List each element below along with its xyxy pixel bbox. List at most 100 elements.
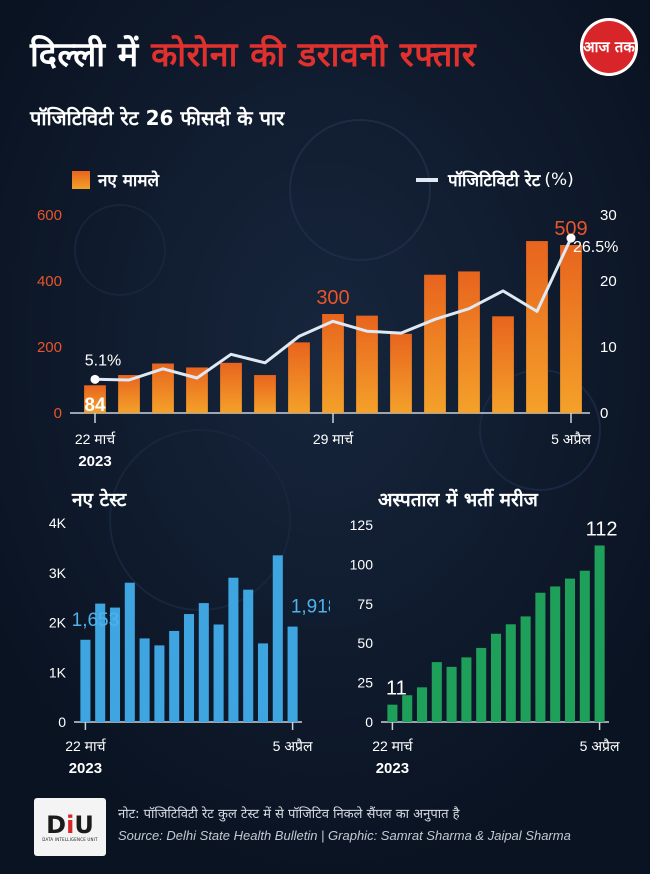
y-tick-label: 2K <box>49 615 67 631</box>
x-year-label: 2023 <box>69 760 102 777</box>
y-tick-label: 1K <box>49 664 67 680</box>
y-tick-label: 50 <box>357 635 373 651</box>
y-tick-label: 125 <box>350 517 374 533</box>
x-year-label: 2023 <box>78 453 111 470</box>
bar <box>95 603 106 722</box>
cases-bar <box>492 316 514 413</box>
cases-data-label: 509 <box>554 218 587 240</box>
x-tick-label: 5 अप्रैल <box>551 431 591 447</box>
bar <box>183 614 195 722</box>
y-right-tick-label: 20 <box>600 273 617 290</box>
diu-logo-tagline: DATA INTELLIGENCE UNIT <box>42 836 98 842</box>
y-tick-label: 4K <box>49 515 67 531</box>
legend-cases: नए मामले <box>72 168 159 191</box>
bar <box>520 616 531 722</box>
y-right-tick-label: 10 <box>600 339 617 356</box>
x-tick-label: 5 अप्रैल <box>580 738 620 754</box>
x-tick-label: 29 मार्च <box>313 431 354 447</box>
cases-data-label: 300 <box>316 287 349 309</box>
bar <box>579 570 590 722</box>
legend-positivity: पॉजिटिविटी रेट (%) <box>416 168 574 191</box>
legend-cases-swatch <box>72 170 90 189</box>
cases-bar <box>152 363 174 413</box>
bar-data-label: 1,653 <box>72 610 120 631</box>
cases-bar <box>118 375 140 413</box>
cases-bar <box>322 314 344 413</box>
y-right-tick-label: 30 <box>600 207 617 224</box>
cases-bar <box>458 271 480 413</box>
bar <box>476 647 487 722</box>
y-tick-label: 100 <box>350 556 374 572</box>
bar <box>228 577 239 722</box>
cases-bar <box>288 342 310 413</box>
y-tick-label: 25 <box>357 675 373 691</box>
legend-positivity-swatch <box>416 177 438 182</box>
bar <box>257 643 269 722</box>
y-left-tick-label: 0 <box>54 405 62 422</box>
cases-bar <box>560 245 582 413</box>
positivity-point <box>566 233 576 243</box>
y-tick-label: 0 <box>58 714 66 730</box>
bar <box>594 545 605 722</box>
x-year-label: 2023 <box>376 760 409 777</box>
bar <box>431 662 442 722</box>
bar <box>287 626 298 722</box>
page-title: दिल्ली में कोरोना की डरावनी रफ्तार <box>30 30 476 76</box>
bar <box>198 603 209 722</box>
bar <box>550 586 561 722</box>
y-right-tick-label: 0 <box>600 405 608 422</box>
bar <box>80 639 91 722</box>
bar-data-label: 11 <box>386 678 407 700</box>
bar <box>272 555 283 722</box>
cases-bar <box>390 333 412 413</box>
cases-bar <box>220 362 242 413</box>
bar <box>169 630 180 722</box>
bar <box>446 666 457 722</box>
positivity-data-label: 26.5% <box>573 239 618 256</box>
hospital-chart-title: अस्पताल में भर्ती मरीज <box>378 489 538 511</box>
bar <box>490 633 502 722</box>
bar <box>564 578 576 722</box>
diu-logo: DiU DATA INTELLIGENCE UNIT <box>34 798 106 856</box>
legend-cases-label: नए मामले <box>98 171 160 191</box>
tests-chart: 0 1K 2K 3K 4K 1,653 1,918 22 मार्च 5 अप्रैल 2023 <box>49 515 330 777</box>
hospital-chart: 0 25 50 75 100 125 11 112 22 मार्च 5 अप्रैल 2023 <box>350 517 620 777</box>
bar <box>154 645 165 722</box>
bar-data-label: 1,918 <box>291 597 330 618</box>
bar <box>461 657 472 722</box>
bar <box>213 624 224 722</box>
cases-bar <box>84 385 106 413</box>
x-tick-label: 5 अप्रैल <box>273 738 313 754</box>
bar <box>139 638 150 722</box>
y-tick-label: 75 <box>357 596 373 612</box>
y-left-tick-label: 400 <box>37 273 62 290</box>
title-part-2: कोरोना की डरावनी रफ्तार <box>151 35 477 75</box>
footer-source: Source: Delhi State Health Bulletin | Gr… <box>118 828 571 843</box>
cases-bar <box>424 274 446 413</box>
diu-logo-mark: DiU <box>46 810 94 839</box>
cases-bar <box>356 315 378 413</box>
cases-bar <box>254 375 276 413</box>
bar <box>505 624 516 722</box>
tests-chart-title: नए टेस्ट <box>72 489 127 511</box>
cases-bar <box>526 241 548 413</box>
y-left-tick-label: 200 <box>37 339 62 356</box>
bar <box>109 607 121 722</box>
legend-positivity-unit: (%) <box>544 169 574 190</box>
bar <box>535 592 546 722</box>
x-tick-label: 22 मार्च <box>372 738 413 754</box>
positivity-data-label: 5.1% <box>85 352 121 369</box>
positivity-point <box>90 374 100 384</box>
x-tick-label: 22 मार्च <box>65 738 106 754</box>
bar <box>416 687 428 722</box>
bar-data-label: 112 <box>586 518 618 540</box>
x-tick-label: 22 मार्च <box>75 431 116 447</box>
cases-bar <box>186 367 208 413</box>
y-tick-label: 0 <box>365 714 373 730</box>
cases-data-label: 84 <box>84 395 106 416</box>
bar <box>124 582 135 722</box>
y-tick-label: 3K <box>49 565 67 581</box>
y-left-tick-label: 600 <box>37 207 62 224</box>
title-part-1: दिल्ली में <box>30 35 139 75</box>
